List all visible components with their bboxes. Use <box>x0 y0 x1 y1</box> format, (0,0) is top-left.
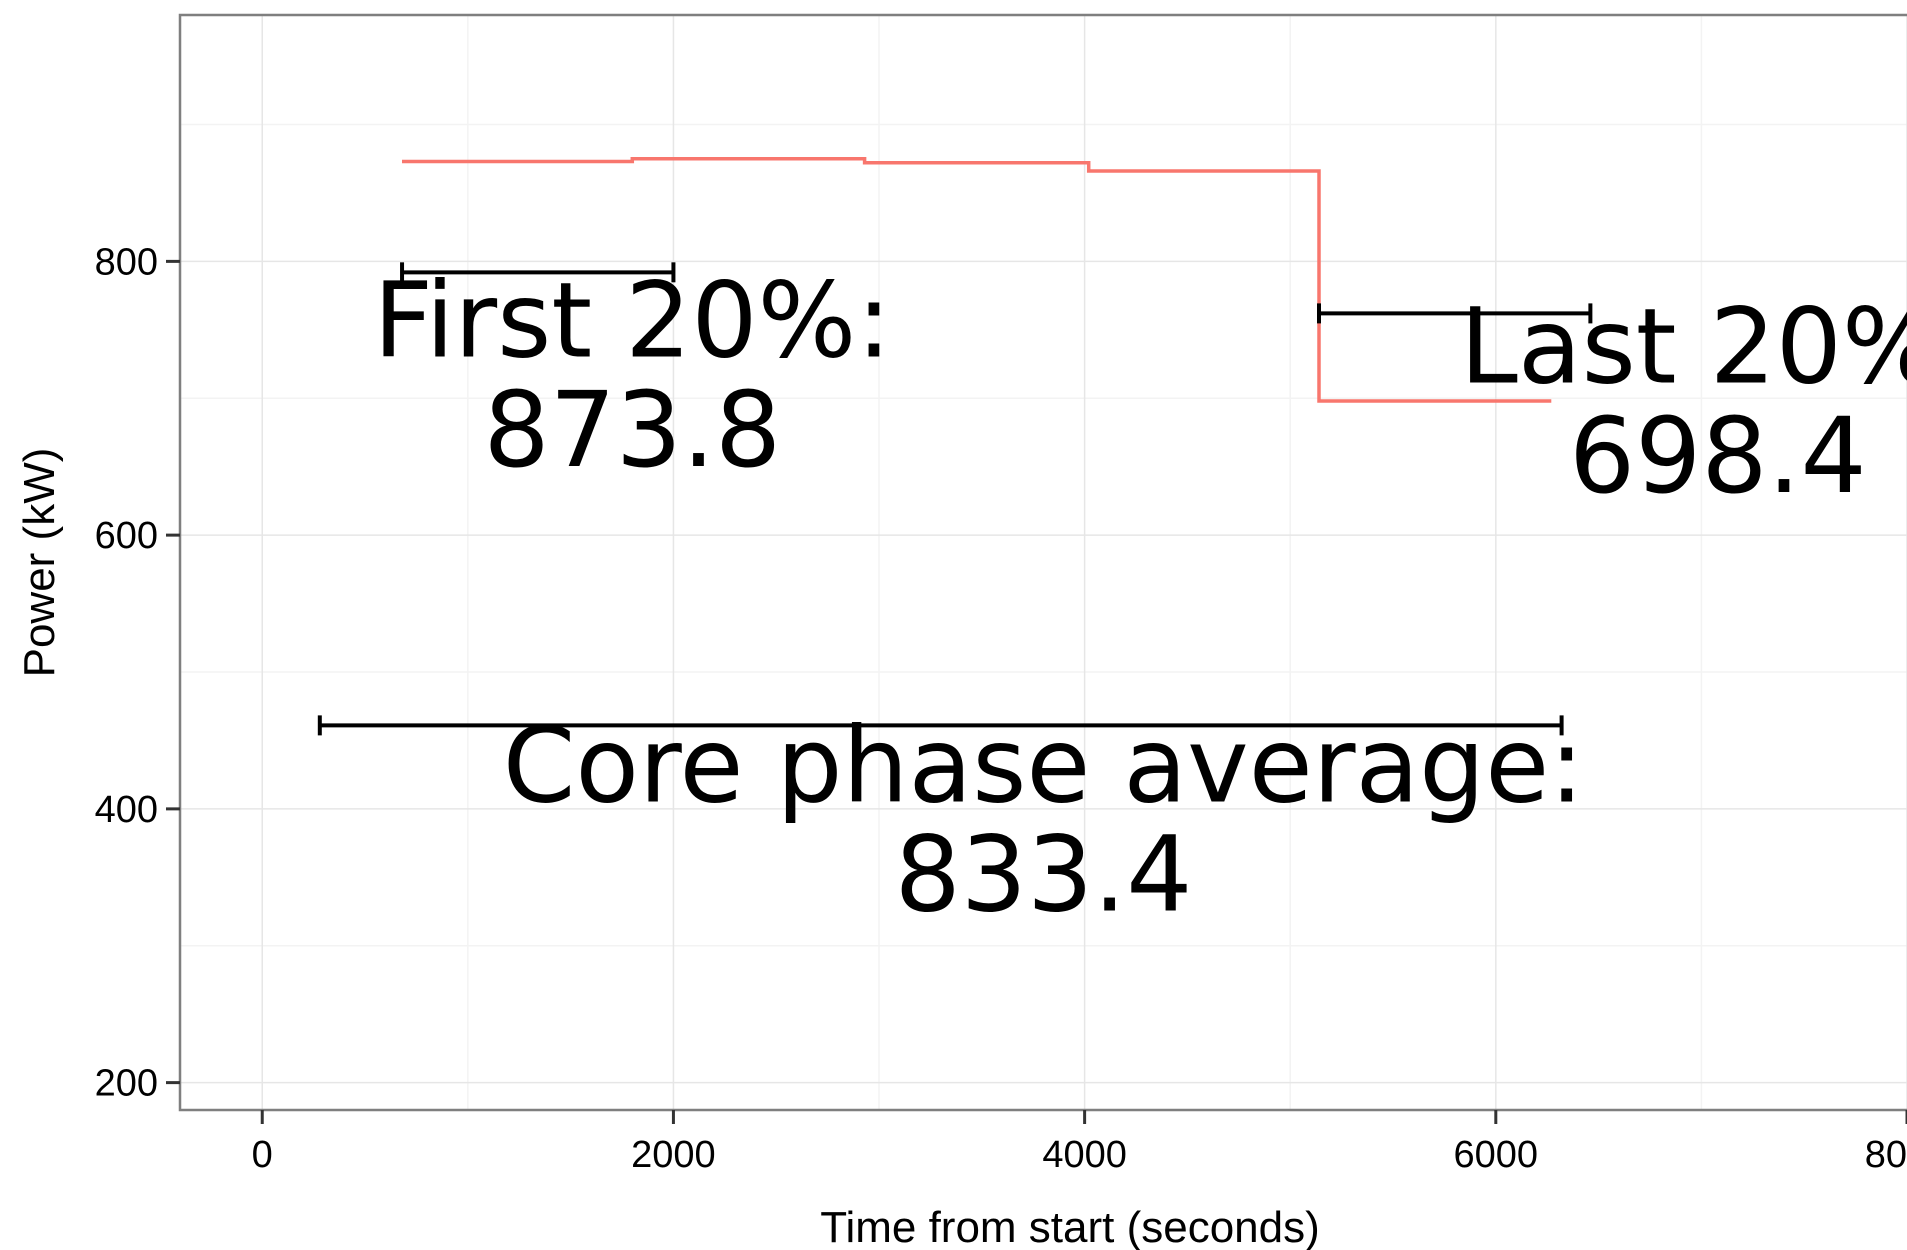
minor-gridlines <box>180 15 1907 1110</box>
interval-bar <box>400 262 676 283</box>
y-tick-label: 800 <box>95 241 158 283</box>
annotation-line: 873.8 <box>483 369 781 491</box>
plot-panel-border <box>178 13 1907 1112</box>
y-tick-label: 600 <box>95 515 158 557</box>
x-axis-title: Time from start (seconds) <box>820 1203 1320 1250</box>
annotation-line: First 20%: <box>373 260 891 382</box>
x-tick-label: 8000 <box>1865 1134 1907 1176</box>
annotations: First 20%:873.8 Last 20%:698.4 Core phase … <box>373 260 1907 936</box>
x-tick-label: 4000 <box>1042 1134 1127 1176</box>
annotation-line: Last 20%: <box>1460 286 1907 408</box>
x-tick-label: 6000 <box>1454 1134 1539 1176</box>
y-tick-label: 400 <box>95 789 158 831</box>
annotation-line: Core phase average: <box>503 704 1584 826</box>
x-axis: 0 2000 4000 6000 8000 <box>252 1110 1907 1176</box>
y-tick-label: 200 <box>95 1063 158 1105</box>
annotation-line: 698.4 <box>1569 395 1867 517</box>
interval-bar <box>1316 303 1593 324</box>
x-tick-label: 0 <box>252 1134 273 1176</box>
series-layer <box>402 156 1552 403</box>
interval-bars <box>317 262 1593 736</box>
major-gridlines <box>180 15 1907 1110</box>
annotation-label: Last 20%:698.4 <box>1460 286 1907 517</box>
y-axis: 200 400 600 800 <box>95 241 180 1105</box>
interval-bar <box>317 715 1564 736</box>
y-axis-title: Power (kW) <box>15 448 64 678</box>
annotation-label: First 20%: 873.8 <box>373 260 891 491</box>
x-tick-label: 2000 <box>631 1134 716 1176</box>
annotation-label: Core phase average: 833.4 <box>503 704 1584 935</box>
annotation-line: 833.4 <box>895 814 1193 936</box>
power-series-line <box>402 156 1552 403</box>
